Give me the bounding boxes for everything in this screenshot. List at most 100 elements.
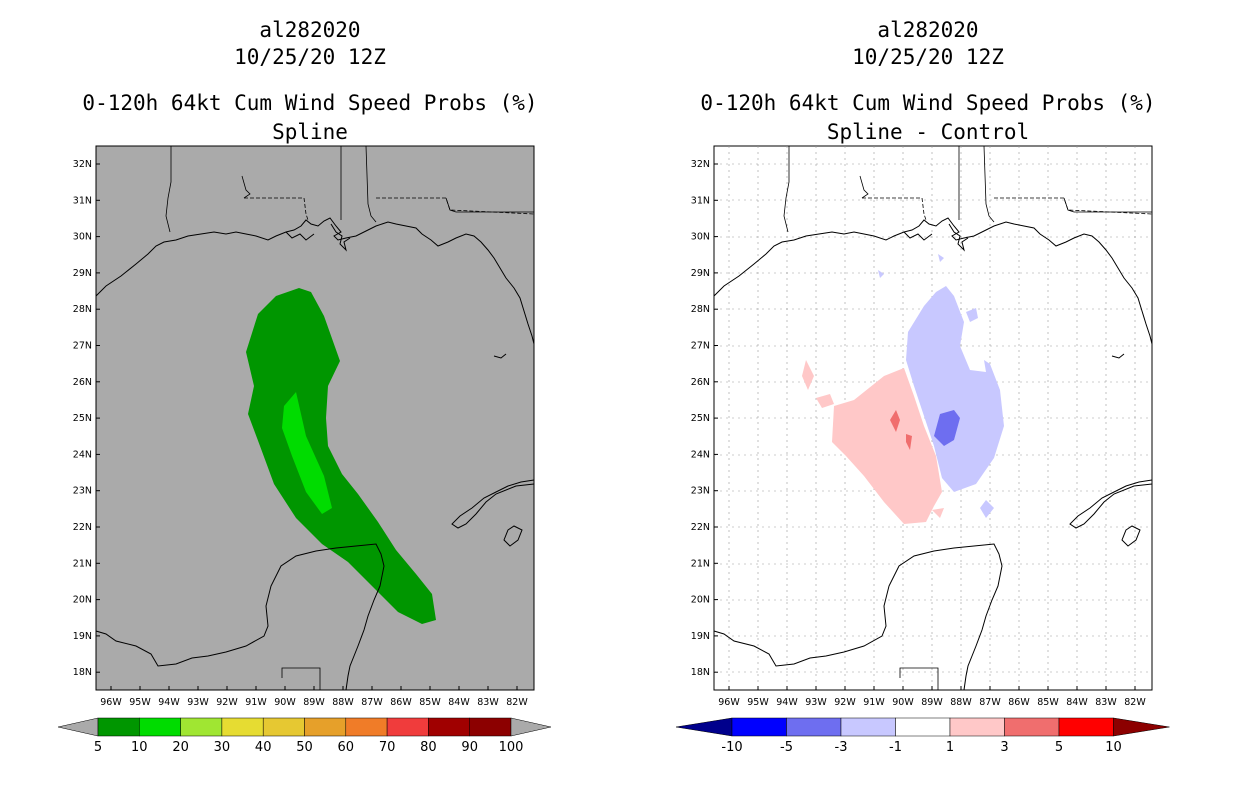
left-lat-label: 29N — [73, 268, 92, 279]
right-diff-pos-small2 — [816, 394, 834, 408]
left-colorbar-label: 5 — [94, 740, 102, 755]
left-lat-label: 30N — [73, 232, 92, 243]
right-lon-label: 87W — [979, 697, 1001, 708]
left-lon-label: 86W — [390, 697, 412, 708]
left-colorbar-swatch — [469, 717, 512, 737]
right-lon-label: 82W — [1124, 697, 1146, 708]
right-colorbar-label: -3 — [835, 740, 848, 755]
right-colorbar-swatch — [786, 717, 842, 737]
right-lon-label: 93W — [805, 697, 827, 708]
right-lon-label: 91W — [863, 697, 885, 708]
left-colorbar-label: 10 — [131, 740, 148, 755]
left-lon-label: 94W — [158, 697, 180, 708]
right-colorbar-label: 10 — [1105, 740, 1122, 755]
right-lat-label: 29N — [691, 268, 710, 279]
right-lat-label: 27N — [691, 341, 710, 352]
right-colorbar-under-arrow — [675, 717, 733, 737]
left-colorbar-label: 50 — [296, 740, 313, 755]
right-lat-label: 21N — [691, 558, 710, 569]
left-colorbar-label: 30 — [214, 740, 231, 755]
right-colorbar-label: 3 — [1000, 740, 1008, 755]
left-datetime: 10/25/20 12Z — [234, 45, 386, 69]
right-diff-neg-3to5 — [934, 410, 960, 446]
right-lat-label: 30N — [691, 232, 710, 243]
right-lon-label: 85W — [1037, 697, 1059, 708]
right-diff-pos-1to3 — [832, 368, 942, 524]
left-swath-5pct — [246, 288, 436, 624]
right-lon-label: 89W — [921, 697, 943, 708]
right-colorbar-swatch — [949, 717, 1005, 737]
left-colorbar-swatch — [345, 717, 388, 737]
right-subtitle: Spline - Control — [826, 120, 1030, 144]
right-colorbar: -10 -5 -3 -1 1 3 5 10 — [675, 717, 1170, 755]
left-lat-label: 26N — [73, 377, 92, 388]
left-lon-label: 95W — [129, 697, 151, 708]
left-storm-id: al282020 — [259, 18, 361, 42]
left-colorbar-label: 80 — [420, 740, 437, 755]
left-lat-label: 25N — [73, 413, 92, 424]
right-lon-label: 95W — [747, 697, 769, 708]
right-lat-label: 22N — [691, 522, 710, 533]
left-product-title: 0-120h 64kt Cum Wind Speed Probs (%) — [82, 91, 538, 115]
right-colorbar-label: -10 — [721, 740, 742, 755]
left-lon-label: 90W — [274, 697, 296, 708]
right-lat-label: 24N — [691, 449, 710, 460]
left-swath-10pct — [282, 392, 332, 514]
left-lon-label: 83W — [477, 697, 499, 708]
axis-ticks: 32N 31N 30N 29N 28N 27N 26N 25N 24N 23N 22N 21N 20N 1… — [73, 159, 1147, 708]
left-colorbar-swatch — [428, 717, 470, 737]
right-lat-label: 31N — [691, 195, 710, 206]
left-lon-label: 96W — [100, 697, 122, 708]
right-lat-label: 32N — [691, 159, 710, 170]
left-colorbar-swatch — [97, 717, 140, 737]
left-colorbar-under-arrow — [57, 717, 99, 737]
left-lon-label: 93W — [187, 697, 209, 708]
right-lon-label: 83W — [1095, 697, 1117, 708]
left-lon-label: 82W — [506, 697, 528, 708]
right-diff-neg-small3 — [878, 270, 884, 278]
left-lon-label: 91W — [245, 697, 267, 708]
left-colorbar-swatch — [386, 717, 429, 737]
right-colorbar-swatch — [1058, 717, 1114, 737]
right-colorbar-label: -1 — [889, 740, 902, 755]
left-lat-label: 19N — [73, 631, 92, 642]
left-colorbar-swatch — [262, 717, 305, 737]
left-colorbar-swatch — [221, 717, 264, 737]
left-lon-label: 84W — [448, 697, 470, 708]
right-diff-pos-small3 — [932, 508, 944, 518]
right-diff-pos-3to5 — [890, 410, 900, 432]
right-lon-label: 86W — [1008, 697, 1030, 708]
right-lon-label: 90W — [892, 697, 914, 708]
right-lon-label: 84W — [1066, 697, 1088, 708]
left-colorbar-label: 90 — [461, 740, 478, 755]
left-lon-label: 88W — [332, 697, 354, 708]
left-lat-label: 22N — [73, 522, 92, 533]
left-lon-label: 85W — [419, 697, 441, 708]
right-product-title: 0-120h 64kt Cum Wind Speed Probs (%) — [700, 91, 1156, 115]
left-lat-label: 28N — [73, 304, 92, 315]
left-lat-label: 21N — [73, 558, 92, 569]
left-lat-label: 31N — [73, 195, 92, 206]
left-colorbar-label: 70 — [379, 740, 396, 755]
left-colorbar-swatch — [180, 717, 223, 737]
left-lon-label: 87W — [361, 697, 383, 708]
left-subtitle: Spline — [272, 120, 348, 144]
right-diff-pos-small1 — [802, 360, 814, 390]
left-lat-label: 24N — [73, 449, 92, 460]
right-lat-label: 18N — [691, 667, 710, 678]
right-colorbar-label: 5 — [1055, 740, 1063, 755]
right-datetime: 10/25/20 12Z — [852, 45, 1004, 69]
right-lat-label: 26N — [691, 377, 710, 388]
right-diff-pos-3to5b — [906, 434, 912, 450]
right-colorbar-swatch — [1004, 717, 1060, 737]
right-map — [713, 145, 1153, 691]
right-lon-label: 94W — [776, 697, 798, 708]
left-lat-label: 32N — [73, 159, 92, 170]
left-lat-label: 18N — [73, 667, 92, 678]
left-lon-label: 89W — [303, 697, 325, 708]
right-colorbar-swatch — [895, 717, 951, 737]
left-colorbar-over-arrow — [510, 717, 552, 737]
left-colorbar: 5 10 20 30 40 50 60 70 80 90 100 — [57, 717, 552, 755]
right-lat-label: 19N — [691, 631, 710, 642]
